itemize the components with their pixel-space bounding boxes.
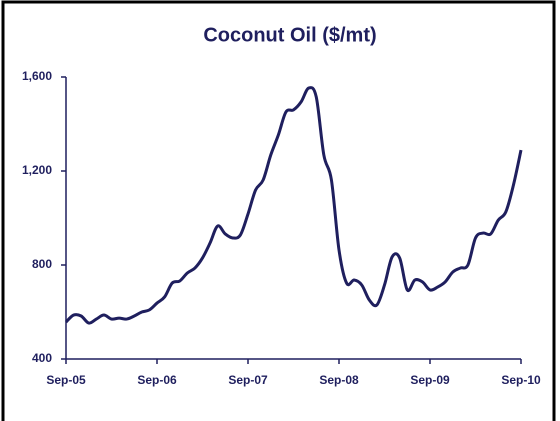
- x-tick-label: Sep-07: [228, 373, 268, 387]
- y-tick-label: 1,600: [22, 69, 52, 83]
- x-tick-label: Sep-05: [46, 373, 86, 387]
- x-tick-label: Sep-08: [319, 373, 359, 387]
- y-tick-label: 400: [32, 351, 52, 365]
- price-line: [64, 86, 523, 325]
- x-tick-label: Sep-06: [137, 373, 177, 387]
- chart-title: Coconut Oil ($/mt): [203, 24, 376, 46]
- y-tick-label: 800: [32, 257, 52, 271]
- x-tick-label: Sep-09: [410, 373, 450, 387]
- y-tick-label: 1,200: [22, 163, 52, 177]
- x-tick-label: Sep-10: [501, 373, 541, 387]
